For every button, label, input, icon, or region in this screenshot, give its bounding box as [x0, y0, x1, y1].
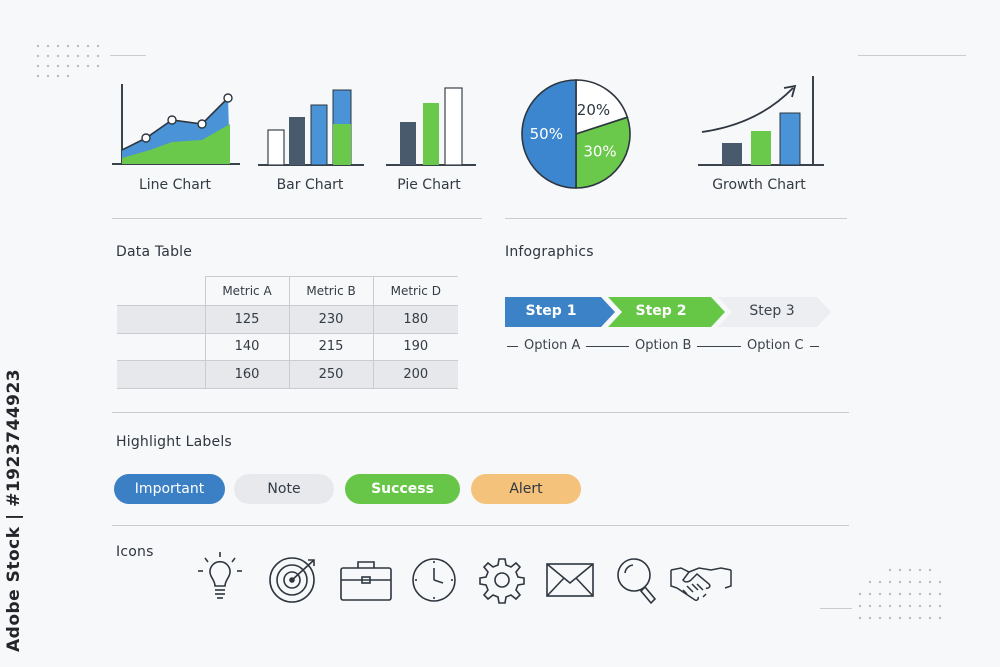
decor-line-top-left [110, 55, 146, 56]
table-cell: 180 [372, 305, 458, 333]
stock-watermark: Adobe Stock | #1923744923 [4, 368, 24, 652]
step-1-arrow [505, 297, 615, 327]
dot-grid-top-left [36, 44, 100, 78]
table-header: Metric D [372, 276, 458, 306]
divider [112, 412, 849, 413]
line-chart-point [167, 115, 177, 125]
pie-slice-label: 30% [583, 142, 616, 160]
briefcase-icon [340, 561, 392, 601]
pie-chart-bar [444, 87, 463, 166]
pie-slice [575, 79, 629, 136]
growth-chart-illustration [698, 76, 824, 166]
handshake-icon [670, 567, 732, 601]
success-pill: Success [345, 474, 460, 504]
table-header: Metric B [288, 276, 374, 306]
table-cell: 200 [372, 360, 458, 388]
step-2-arrow [608, 297, 725, 327]
decor-line-bottom-right [820, 608, 852, 609]
growth-arrow [701, 87, 794, 133]
target-icon [269, 557, 315, 603]
table-row: 160 250 200 [117, 360, 458, 388]
table-cell [117, 360, 205, 388]
line-chart-caption: Line Chart [138, 177, 212, 193]
step-1-label: Step 1 [525, 303, 577, 319]
important-pill: Important [114, 474, 225, 504]
clock-icon [412, 558, 456, 602]
pie-chart: 20% 30% 50% [521, 79, 631, 189]
table-cell [117, 305, 205, 333]
bar-chart-bar [310, 104, 328, 166]
growth-chart-caption: Growth Chart [712, 177, 806, 193]
divider [112, 525, 849, 526]
data-table-title: Data Table [116, 244, 193, 260]
divider [112, 218, 482, 219]
pie-chart-bar-illustration [386, 87, 476, 166]
highlight-labels-title: Highlight Labels [116, 434, 232, 450]
step-arrows [505, 297, 831, 327]
bar-chart-bar [289, 117, 305, 165]
table-row: 140 215 190 [117, 333, 458, 361]
decor-line-top-right [858, 55, 966, 56]
data-table: Metric A Metric B Metric D 125 230 180 1… [117, 276, 458, 389]
magnifier-icon [617, 558, 657, 605]
table-cell: 215 [288, 333, 374, 361]
line-chart-point [223, 93, 233, 103]
table-cell: 125 [204, 305, 290, 333]
option-c: Option C [741, 338, 810, 353]
lightbulb-icon [198, 552, 242, 599]
infographics-title: Infographics [505, 244, 594, 260]
table-cell: 230 [288, 305, 374, 333]
bar-chart-bar [267, 129, 285, 166]
bar-chart-caption: Bar Chart [276, 177, 344, 193]
table-cell [117, 333, 205, 361]
growth-chart-bar [751, 131, 771, 165]
table-header: Metric A [204, 276, 290, 306]
pie-slice-label: 50% [530, 125, 563, 143]
step-2-label: Step 2 [635, 303, 687, 319]
pie-slice [575, 116, 631, 189]
alert-pill: Alert [471, 474, 581, 504]
table-cell: 250 [288, 360, 374, 388]
table-cell: 140 [204, 333, 290, 361]
note-pill: Note [234, 474, 334, 504]
table-header [117, 277, 205, 306]
line-chart-point [141, 133, 151, 143]
growth-chart-bar [779, 112, 801, 166]
pie-chart-bar [423, 103, 439, 165]
option-a: Option A [518, 338, 587, 353]
table-cell: 160 [204, 360, 290, 388]
envelope-icon [546, 563, 594, 597]
bar-chart-illustration [258, 89, 364, 166]
step-3-arrow [718, 297, 831, 327]
pie-chart-bar [400, 122, 416, 165]
step-3-label: Step 3 [749, 303, 795, 319]
pie-chart-caption: Pie Chart [397, 177, 461, 193]
line-chart-area-green [122, 124, 230, 164]
pie-slice [521, 79, 577, 189]
pie-slice-label: 20% [577, 101, 610, 119]
divider [505, 218, 847, 219]
growth-chart-bar [722, 143, 742, 165]
dot-grid-bottom-right [858, 568, 942, 620]
line-chart-point [197, 119, 207, 129]
gear-icon [479, 558, 525, 604]
bar-chart-bar-green [333, 124, 351, 165]
icons-title: Icons [116, 544, 154, 560]
option-b: Option B [629, 338, 698, 353]
table-cell: 190 [372, 333, 458, 361]
table-row: 125 230 180 [117, 305, 458, 333]
line-chart-illustration [112, 84, 240, 165]
